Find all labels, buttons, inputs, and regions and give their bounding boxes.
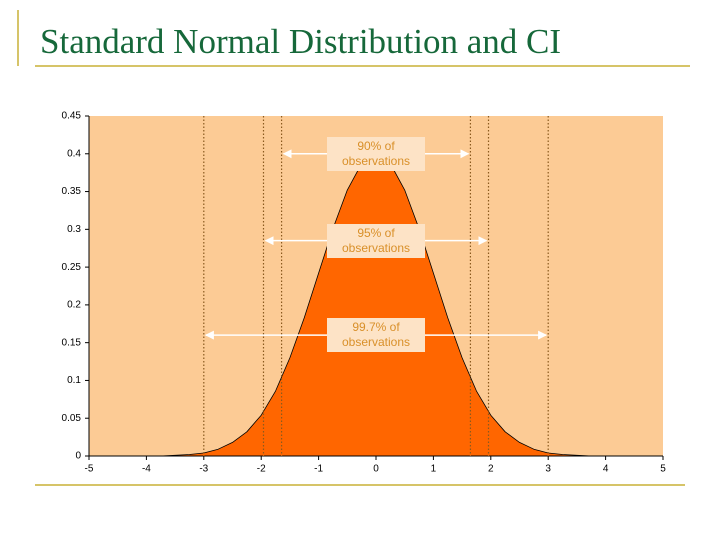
y-tick-label: 0 xyxy=(75,451,81,462)
x-tick-label: 5 xyxy=(660,464,666,475)
y-tick-label: 0.2 xyxy=(67,300,81,311)
y-tick-label: 0.3 xyxy=(67,224,81,235)
y-tick-label: 0.25 xyxy=(62,262,82,273)
x-tick-label: 3 xyxy=(545,464,551,475)
x-tick-label: 2 xyxy=(488,464,494,475)
ci-label: 99.7% of observations xyxy=(327,318,425,353)
y-tick-label: 0.35 xyxy=(62,186,82,197)
x-tick-label: -2 xyxy=(257,464,266,475)
ci-label: 90% of observations xyxy=(327,136,425,171)
ci-label: 95% of observations xyxy=(327,223,425,258)
x-tick-label: 4 xyxy=(603,464,609,475)
y-tick-label: 0.45 xyxy=(62,111,82,122)
x-tick-label: -5 xyxy=(85,464,94,475)
y-tick-label: 0.05 xyxy=(62,413,82,424)
x-tick-label: -4 xyxy=(142,464,151,475)
x-tick-label: 0 xyxy=(373,464,379,475)
y-tick-label: 0.15 xyxy=(62,337,82,348)
chart-title: Standard Normal Distribution and CI xyxy=(40,22,562,61)
y-tick-label: 0.1 xyxy=(67,375,81,386)
x-tick-label: 1 xyxy=(431,464,437,475)
y-tick-label: 0.4 xyxy=(67,148,81,159)
x-tick-label: -3 xyxy=(199,464,208,475)
x-tick-label: -1 xyxy=(314,464,323,475)
